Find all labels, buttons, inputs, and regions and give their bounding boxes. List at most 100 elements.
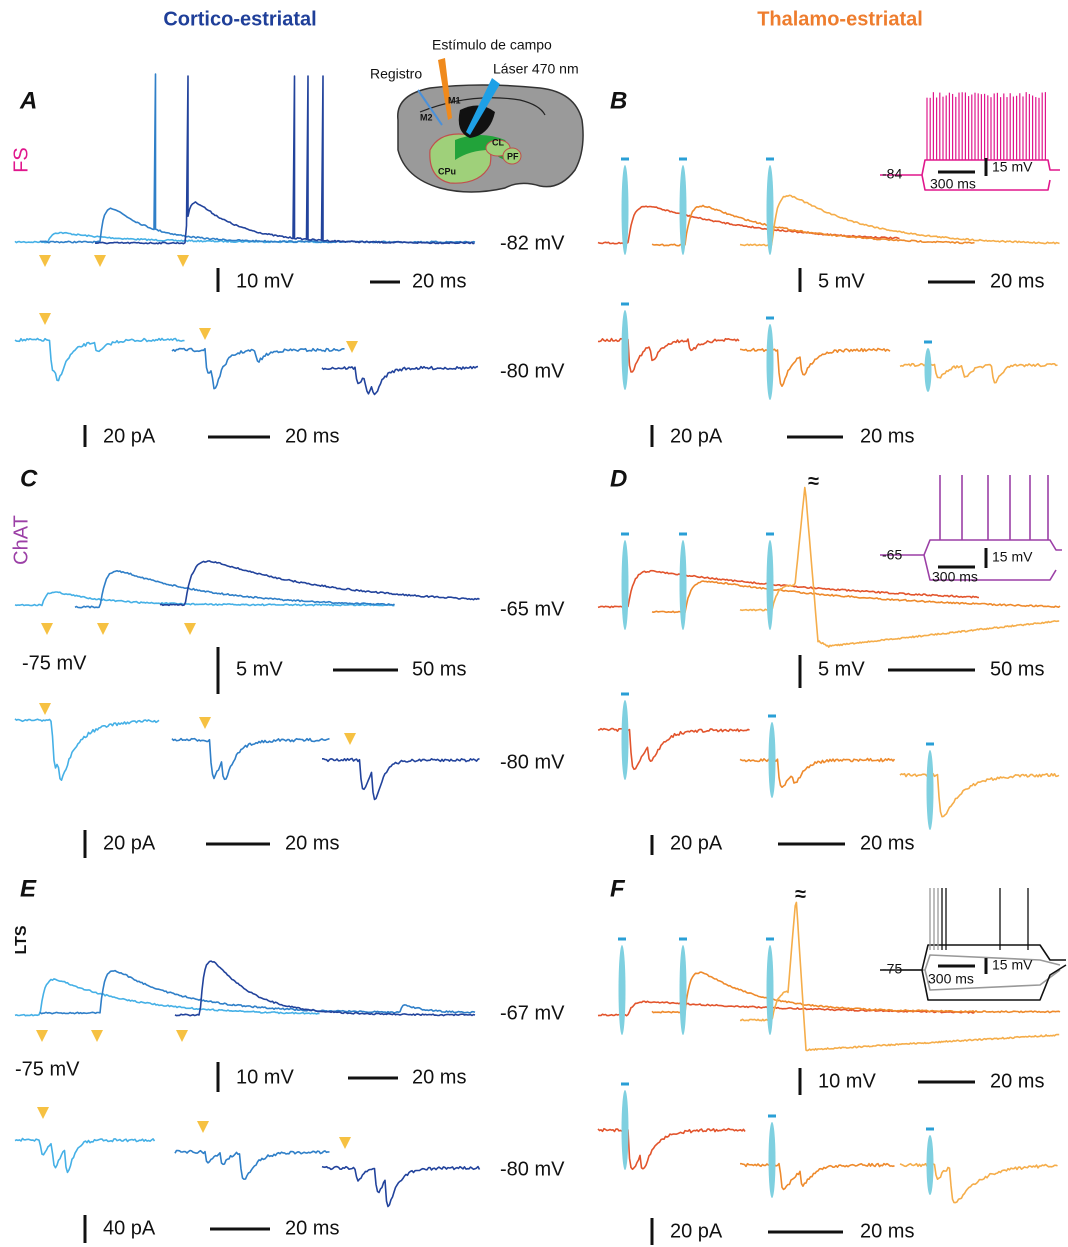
label: A: [19, 87, 37, 114]
light-pulse: [766, 945, 774, 1035]
current-trace: [597, 727, 750, 771]
light-pulse: [621, 1090, 629, 1170]
stim-arrow: [184, 623, 196, 635]
label: 300 ms: [930, 176, 976, 192]
light-pulse: [621, 310, 629, 390]
current-trace: [174, 1149, 330, 1180]
voltage-trace: [651, 971, 1061, 1014]
light-pulse: [768, 1122, 776, 1198]
label: -82 mV: [500, 232, 565, 254]
current-trace: [899, 1162, 1058, 1204]
label: 20 ms: [860, 832, 914, 854]
current-trace: [739, 347, 891, 387]
stim-arrow: [39, 703, 51, 715]
label: 20 pA: [670, 1220, 723, 1242]
label: 300 ms: [932, 569, 978, 585]
stim-arrow: [197, 1121, 209, 1133]
current-trace: [171, 737, 330, 781]
light-pulse: [766, 165, 774, 255]
inset-trace: [880, 539, 1062, 581]
light-pulse: [621, 540, 629, 630]
current-trace: [899, 772, 1060, 818]
voltage-trace: [94, 75, 475, 245]
current-trace: [597, 337, 740, 373]
stim-arrow: [39, 255, 51, 267]
laser-fiber: [466, 78, 500, 135]
label: 15 mV: [992, 159, 1033, 175]
current-trace: [321, 365, 479, 396]
label: 50 ms: [990, 658, 1044, 680]
voltage-trace: [174, 960, 476, 1017]
region-label: PF: [507, 151, 519, 161]
label: 20 ms: [990, 1070, 1044, 1092]
label: 20 ms: [860, 425, 914, 447]
label: 20 pA: [103, 832, 156, 854]
light-pulse: [924, 348, 932, 392]
label: -65: [882, 547, 902, 563]
header-right: Thalamo-estriatal: [757, 8, 923, 30]
light-pulse: [679, 165, 687, 255]
label: 10 mV: [818, 1070, 876, 1092]
light-pulse: [679, 540, 687, 630]
brain-diagram: Estímulo de campo Registro Láser 470 nm …: [370, 37, 584, 193]
label: E: [20, 875, 37, 902]
label: 20 ms: [412, 1066, 466, 1088]
label: 300 ms: [928, 971, 974, 987]
label: 15 mV: [992, 957, 1033, 973]
label: 5 mV: [818, 270, 865, 292]
voltage-trace: [739, 901, 1060, 1052]
label: 20 pA: [103, 425, 156, 447]
label: F: [610, 875, 626, 902]
stim-arrow: [39, 313, 51, 325]
voltage-trace: [651, 580, 1061, 614]
light-pulse: [926, 1135, 934, 1195]
cell-type: LTS: [13, 925, 30, 954]
stim-arrow: [41, 623, 53, 635]
region-label: CPu: [438, 166, 456, 176]
current-trace: [14, 1137, 156, 1174]
stim-arrow: [177, 255, 189, 267]
cell-type: FS: [10, 147, 32, 173]
voltage-trace: [651, 204, 975, 247]
label: B: [610, 87, 627, 114]
current-trace: [14, 718, 160, 781]
current-trace: [740, 1162, 895, 1191]
voltage-trace: [14, 978, 320, 1017]
label: 40 pA: [103, 1217, 156, 1239]
voltage-trace: [597, 569, 980, 609]
label: 20 pA: [670, 425, 723, 447]
stim-arrow: [94, 255, 106, 267]
label: 20 ms: [860, 1220, 914, 1242]
label: 5 mV: [236, 658, 283, 680]
label: C: [20, 465, 38, 492]
current-trace: [739, 757, 896, 788]
label: 15 mV: [992, 549, 1033, 565]
current-trace: [322, 757, 480, 801]
label: -80 mV: [500, 751, 565, 773]
label: 20 ms: [285, 1217, 339, 1239]
current-trace: [899, 362, 1058, 384]
label: 10 mV: [236, 270, 294, 292]
light-pulse: [621, 165, 629, 255]
label: 20 ms: [285, 425, 339, 447]
label: 10 mV: [236, 1066, 294, 1088]
light-pulse: [618, 945, 626, 1035]
label: 20 ms: [990, 270, 1044, 292]
voltage-trace: [74, 570, 395, 609]
current-trace: [597, 1127, 746, 1171]
label: -65 mV: [500, 598, 565, 620]
pf-region: [502, 147, 522, 165]
label: -75 mV: [22, 652, 87, 674]
label-stimulus: Estímulo de campo: [432, 37, 552, 53]
label: D: [610, 465, 627, 492]
stim-electrode: [438, 58, 452, 120]
voltage-trace: [14, 591, 395, 607]
current-trace: [321, 1165, 481, 1208]
region-label: CL: [492, 137, 504, 147]
light-pulse: [766, 540, 774, 630]
stim-arrow: [36, 1030, 48, 1042]
voltage-trace: [39, 969, 476, 1015]
stim-arrow: [199, 328, 211, 340]
recording-electrode: [417, 89, 443, 126]
